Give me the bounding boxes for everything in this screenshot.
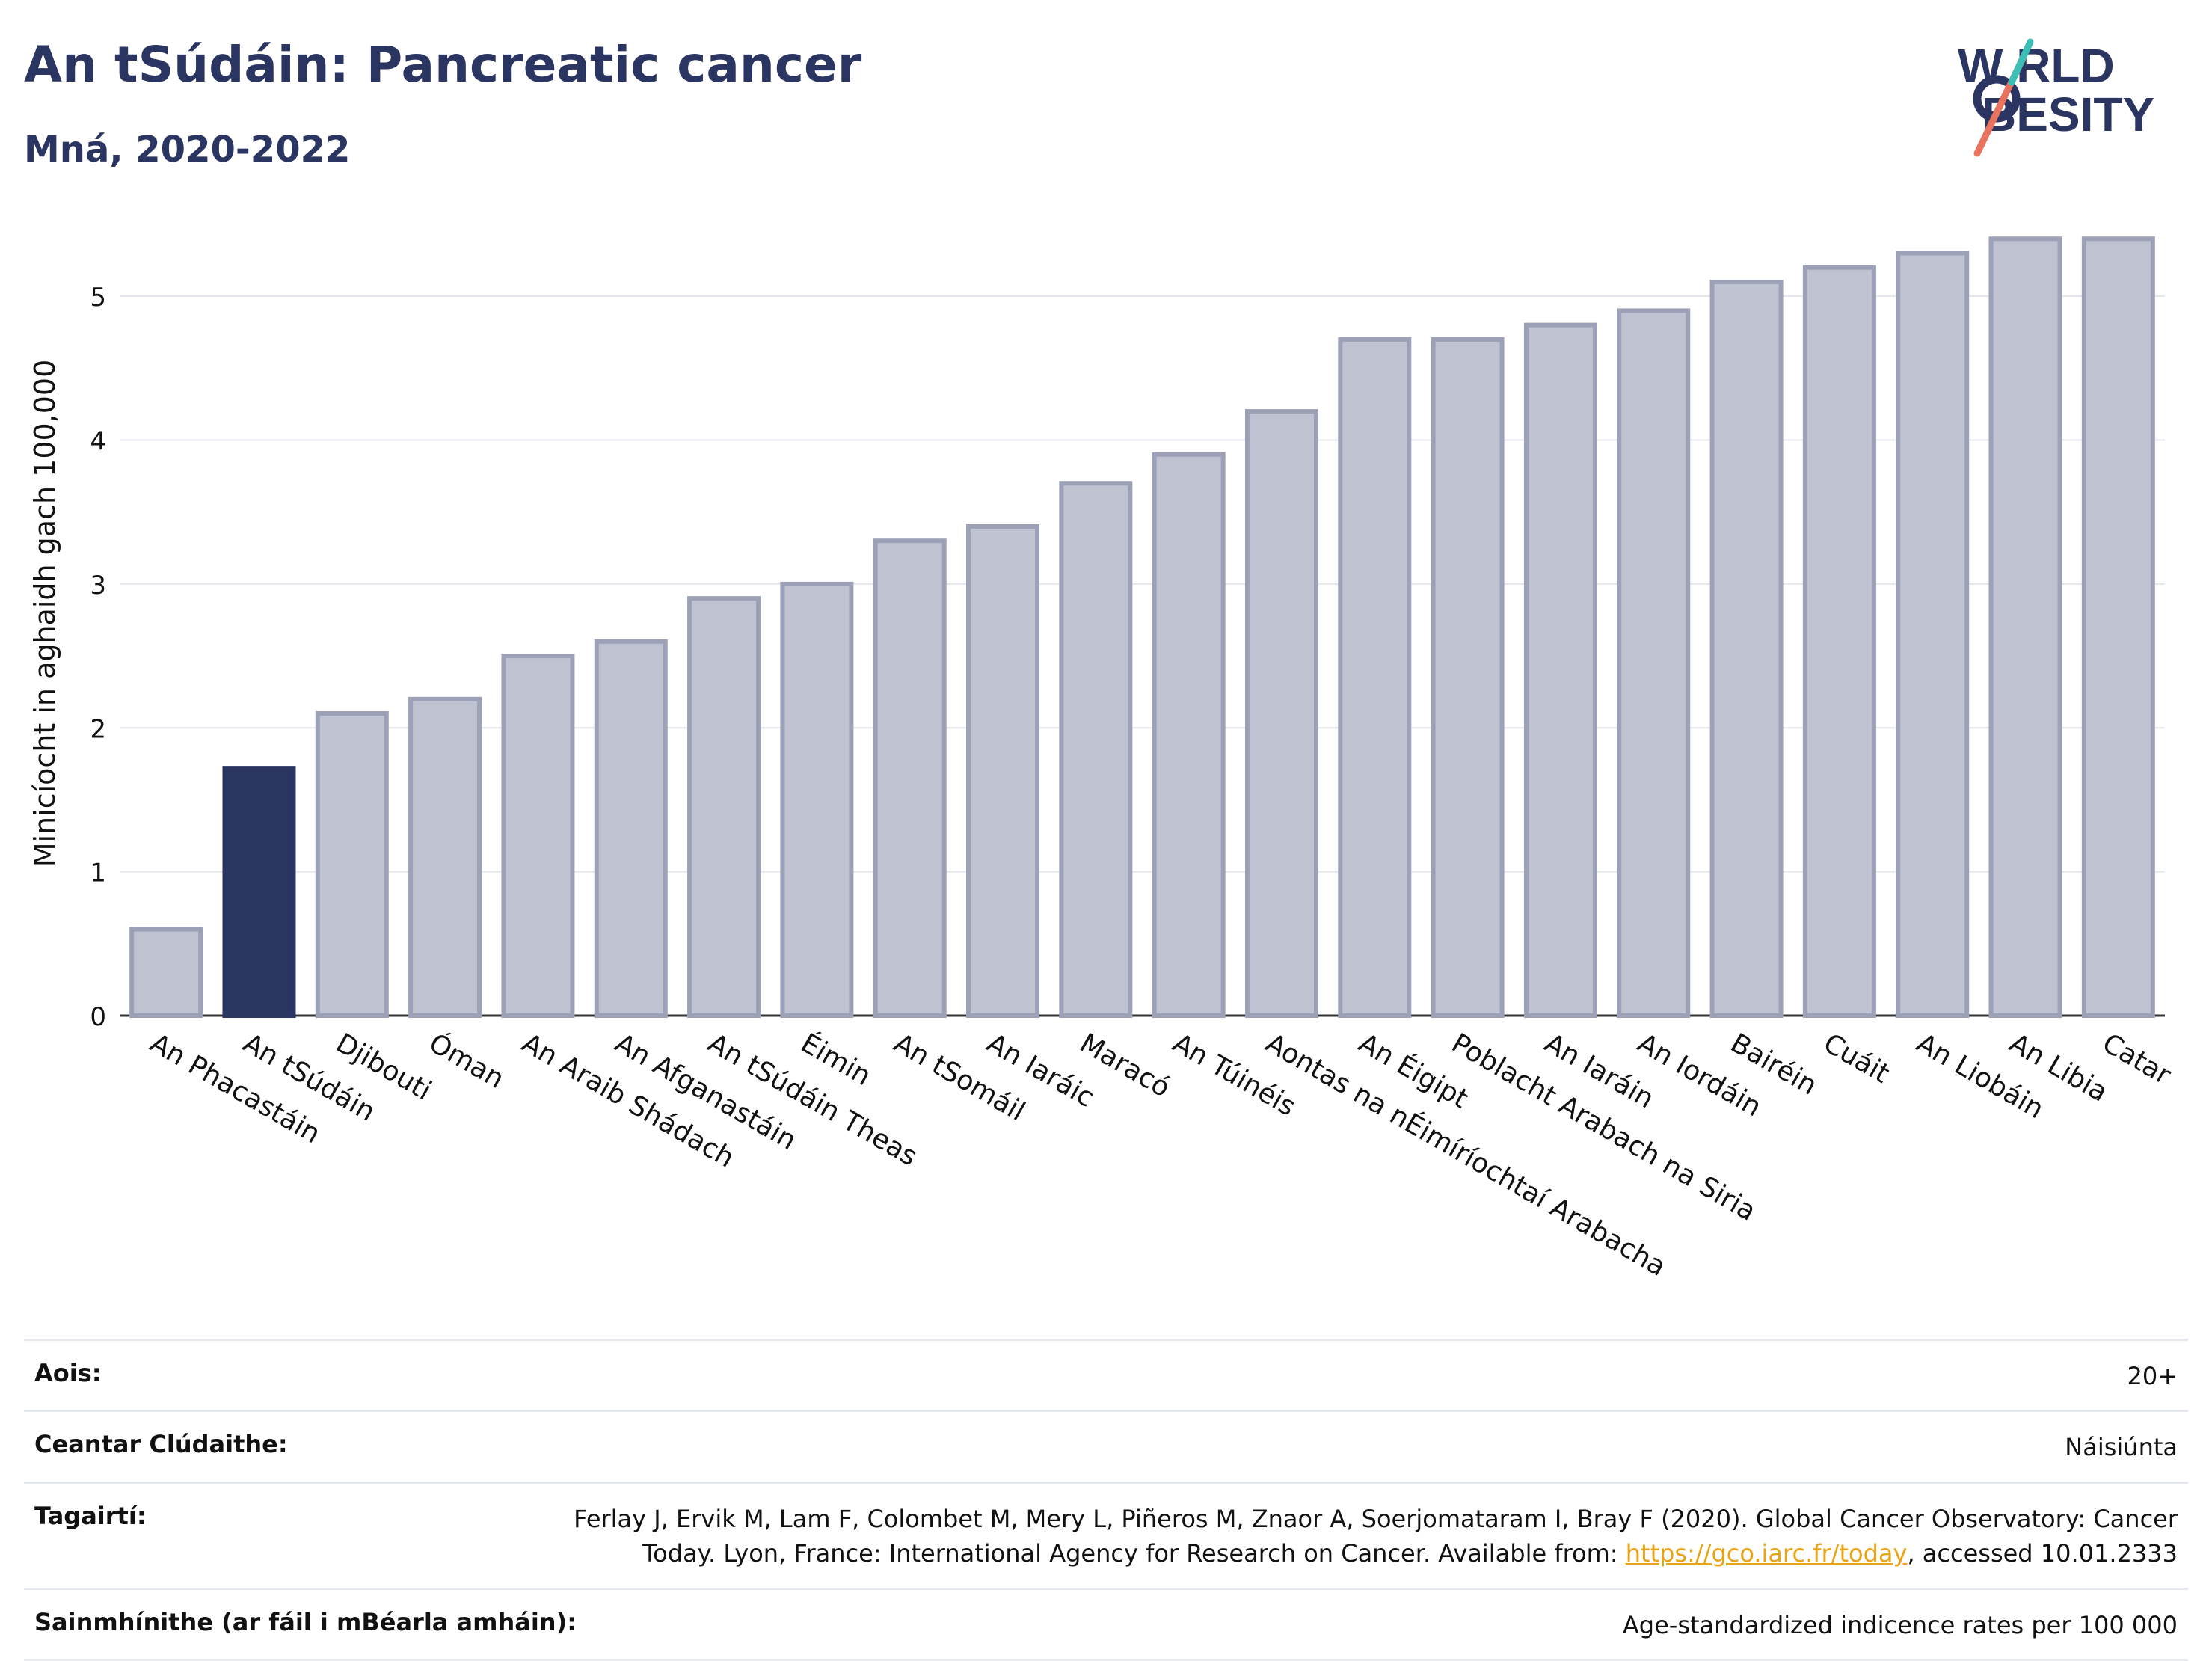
y-axis-label: Minicíocht in aghaidh gach 100,000 (28, 359, 61, 868)
info-row-age: Aois: 20+ (24, 1339, 2188, 1410)
x-tick-label: Óman (424, 1027, 510, 1095)
definitions-label: Sainmhínithe (ar fáil i mBéarla amháin): (34, 1607, 577, 1636)
logo-slash-teal (2008, 38, 2034, 86)
bar (1152, 452, 1226, 1018)
coverage-value: Náisiúnta (2065, 1433, 2178, 1462)
references-value: Ferlay J, Ervik M, Lam F, Colombet M, Me… (574, 1502, 2178, 1571)
bar (1059, 481, 1133, 1018)
age-value: 20+ (2127, 1362, 2178, 1390)
bar (1896, 251, 1970, 1018)
coverage-label: Ceantar Clúdaithe: (34, 1430, 288, 1459)
info-row-references: Tagairtí: Ferlay J, Ervik M, Lam F, Colo… (24, 1481, 2188, 1588)
bar (780, 581, 854, 1018)
y-tick-label: 4 (90, 427, 106, 457)
x-tick-label: Cuáit (1818, 1028, 1894, 1090)
bar (687, 596, 761, 1018)
bar (2081, 236, 2155, 1019)
page-subtitle: Mná, 2020-2022 (24, 129, 351, 171)
info-table: Aois: 20+ Ceantar Clúdaithe: Náisiúnta T… (24, 1339, 2188, 1661)
references-link[interactable]: https://gco.iarc.fr/today (1625, 1539, 1908, 1568)
bar (1523, 322, 1597, 1018)
bar (222, 766, 296, 1018)
y-tick-label: 3 (90, 571, 106, 601)
bar (1431, 337, 1505, 1018)
y-tick-labels: 0 1 2 3 4 5 (90, 283, 106, 1032)
bar (966, 524, 1040, 1018)
age-label: Aois: (34, 1359, 102, 1387)
bar (408, 696, 482, 1018)
bars (129, 236, 2155, 1019)
references-line2-post: , accessed 10.01.2333 (1907, 1539, 2178, 1568)
references-line2-pre: Today. Lyon, France: International Agenc… (642, 1539, 1626, 1568)
bar (1244, 409, 1318, 1018)
references-line1: Ferlay J, Ervik M, Lam F, Colombet M, Me… (574, 1504, 2178, 1533)
y-tick-label: 1 (90, 859, 106, 888)
references-label: Tagairtí: (34, 1501, 147, 1530)
bar (315, 711, 389, 1018)
bar (1802, 265, 1876, 1018)
world-obesity-logo: W RLD BESITY (1958, 38, 2154, 157)
bar (594, 639, 668, 1018)
y-tick-label: 5 (90, 283, 106, 313)
bar (873, 538, 947, 1018)
bar (129, 927, 203, 1018)
bar (1338, 337, 1412, 1018)
y-tick-label: 2 (90, 714, 106, 744)
definitions-value: Age-standardized indicence rates per 100… (1622, 1610, 2178, 1639)
bar (501, 654, 575, 1018)
y-tick-label: 0 (90, 1002, 106, 1032)
page-title: An tSúdáin: Pancreatic cancer (24, 36, 862, 93)
info-row-coverage: Ceantar Clúdaithe: Náisiúnta (24, 1410, 2188, 1481)
bar (1617, 308, 1691, 1019)
bar (1709, 279, 1784, 1019)
bar (1988, 236, 2062, 1019)
info-row-definitions: Sainmhínithe (ar fáil i mBéarla amháin):… (24, 1587, 2188, 1661)
